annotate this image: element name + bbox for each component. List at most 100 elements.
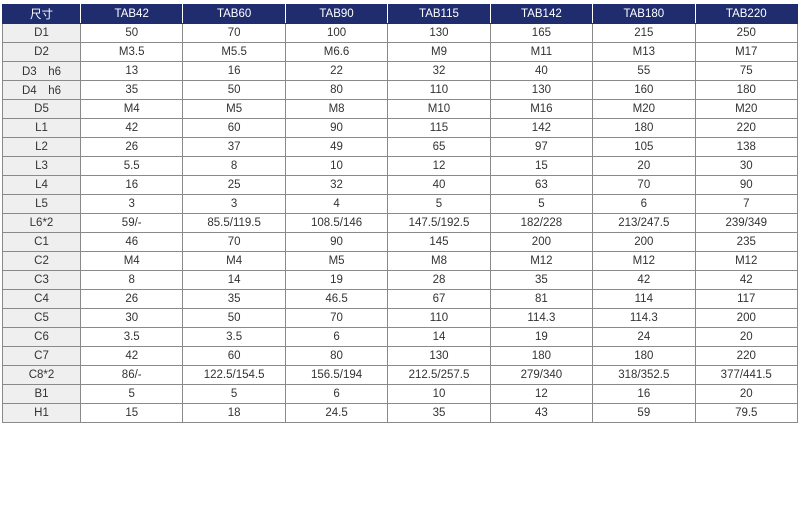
table-cell: 43 [489, 403, 594, 423]
table-cell: M4 [79, 99, 184, 119]
table-cell: 16 [79, 175, 184, 195]
table-cell: 26 [79, 137, 184, 157]
row-label: L4 [2, 175, 81, 195]
table-cell: 59/- [79, 213, 184, 233]
table-cell: 35 [489, 270, 594, 290]
table-cell: 80 [284, 346, 389, 366]
table-row: C1 46 70 90 145 200 200 235 [2, 232, 799, 252]
table-cell: 8 [182, 156, 286, 176]
table-cell: 160 [592, 80, 696, 100]
table-cell: 10 [284, 156, 389, 176]
table-cell: 117 [694, 289, 799, 309]
table-cell: 32 [284, 175, 389, 195]
table-cell: 110 [387, 80, 491, 100]
table-cell: 50 [182, 80, 286, 100]
table-cell: 22 [284, 61, 389, 81]
table-cell: M10 [387, 99, 491, 119]
table-row: C2 M4 M4 M5 M8 M12 M12 M12 [2, 251, 799, 271]
row-label: C7 [2, 346, 81, 366]
table-cell: 18 [182, 403, 286, 423]
table-cell: M12 [489, 251, 594, 271]
table-cell: 90 [284, 232, 389, 252]
row-label: D4 h6 [2, 80, 81, 100]
column-header: TAB142 [489, 4, 594, 24]
table-cell: 50 [182, 308, 286, 328]
table-cell: 100 [284, 23, 389, 43]
table-cell: 63 [489, 175, 594, 195]
row-label: D2 [2, 42, 81, 62]
table-cell: 40 [489, 61, 594, 81]
table-cell: 70 [284, 308, 389, 328]
table-cell: 35 [79, 80, 184, 100]
row-label: L3 [2, 156, 81, 176]
table-cell: M9 [387, 42, 491, 62]
table-cell: 55 [592, 61, 696, 81]
table-cell: 279/340 [489, 365, 594, 385]
table-cell: 5.5 [79, 156, 184, 176]
table-cell: 42 [592, 270, 696, 290]
table-cell: 114.3 [592, 308, 696, 328]
table-cell: 180 [592, 118, 696, 138]
table-cell: 30 [79, 308, 184, 328]
table-row: L2 26 37 49 65 97 105 138 [2, 137, 799, 157]
table-row: D3 h6 13 16 22 32 40 55 75 [2, 61, 799, 81]
row-label: C2 [2, 251, 81, 271]
row-label: C8*2 [2, 365, 81, 385]
table-cell: 200 [694, 308, 799, 328]
table-cell: 7 [694, 194, 799, 214]
table-cell: 8 [79, 270, 184, 290]
table-cell: 12 [489, 384, 594, 404]
table-cell: 215 [592, 23, 696, 43]
table-cell: 180 [592, 346, 696, 366]
table-cell: 16 [592, 384, 696, 404]
table-cell: 3.5 [182, 327, 286, 347]
table-cell: M17 [694, 42, 799, 62]
table-cell: 14 [182, 270, 286, 290]
table-cell: 250 [694, 23, 799, 43]
table-cell: 6 [284, 327, 389, 347]
table-cell: 79.5 [694, 403, 799, 423]
table-cell: 10 [387, 384, 491, 404]
table-row: L6*2 59/- 85.5/119.5 108.5/146 147.5/192.5 18… [2, 213, 799, 233]
table-cell: 180 [694, 80, 799, 100]
table-cell: M8 [284, 99, 389, 119]
table-cell: 212.5/257.5 [387, 365, 491, 385]
table-cell: M20 [694, 99, 799, 119]
table-cell: 81 [489, 289, 594, 309]
table-cell: 97 [489, 137, 594, 157]
table-cell: 145 [387, 232, 491, 252]
table-cell: 3 [182, 194, 286, 214]
table-cell: 20 [592, 156, 696, 176]
table-cell: M3.5 [79, 42, 184, 62]
column-header: TAB42 [79, 4, 184, 24]
column-header: TAB220 [694, 4, 799, 24]
table-cell: 130 [387, 23, 491, 43]
table-cell: 70 [182, 23, 286, 43]
table-cell: 147.5/192.5 [387, 213, 491, 233]
table-cell: M6.6 [284, 42, 389, 62]
table-cell: 40 [387, 175, 491, 195]
table-cell: 19 [284, 270, 389, 290]
table-cell: 50 [79, 23, 184, 43]
table-cell: 13 [79, 61, 184, 81]
table-cell: 90 [284, 118, 389, 138]
table-cell: 86/- [79, 365, 184, 385]
table-cell: 35 [387, 403, 491, 423]
table-cell: 156.5/194 [284, 365, 389, 385]
column-header: TAB60 [182, 4, 286, 24]
table-cell: 318/352.5 [592, 365, 696, 385]
row-label: L5 [2, 194, 81, 214]
table-cell: 130 [387, 346, 491, 366]
table-cell: M16 [489, 99, 594, 119]
table-cell: 60 [182, 346, 286, 366]
table-row: L1 42 60 90 115 142 180 220 [2, 118, 799, 138]
table-cell: 70 [592, 175, 696, 195]
table-cell: 90 [694, 175, 799, 195]
row-label: L6*2 [2, 213, 81, 233]
table-cell: 42 [79, 346, 184, 366]
row-label: D5 [2, 99, 81, 119]
table-cell: 377/441.5 [694, 365, 799, 385]
row-label: D3 h6 [2, 61, 81, 81]
table-cell: 60 [182, 118, 286, 138]
table-cell: 42 [694, 270, 799, 290]
